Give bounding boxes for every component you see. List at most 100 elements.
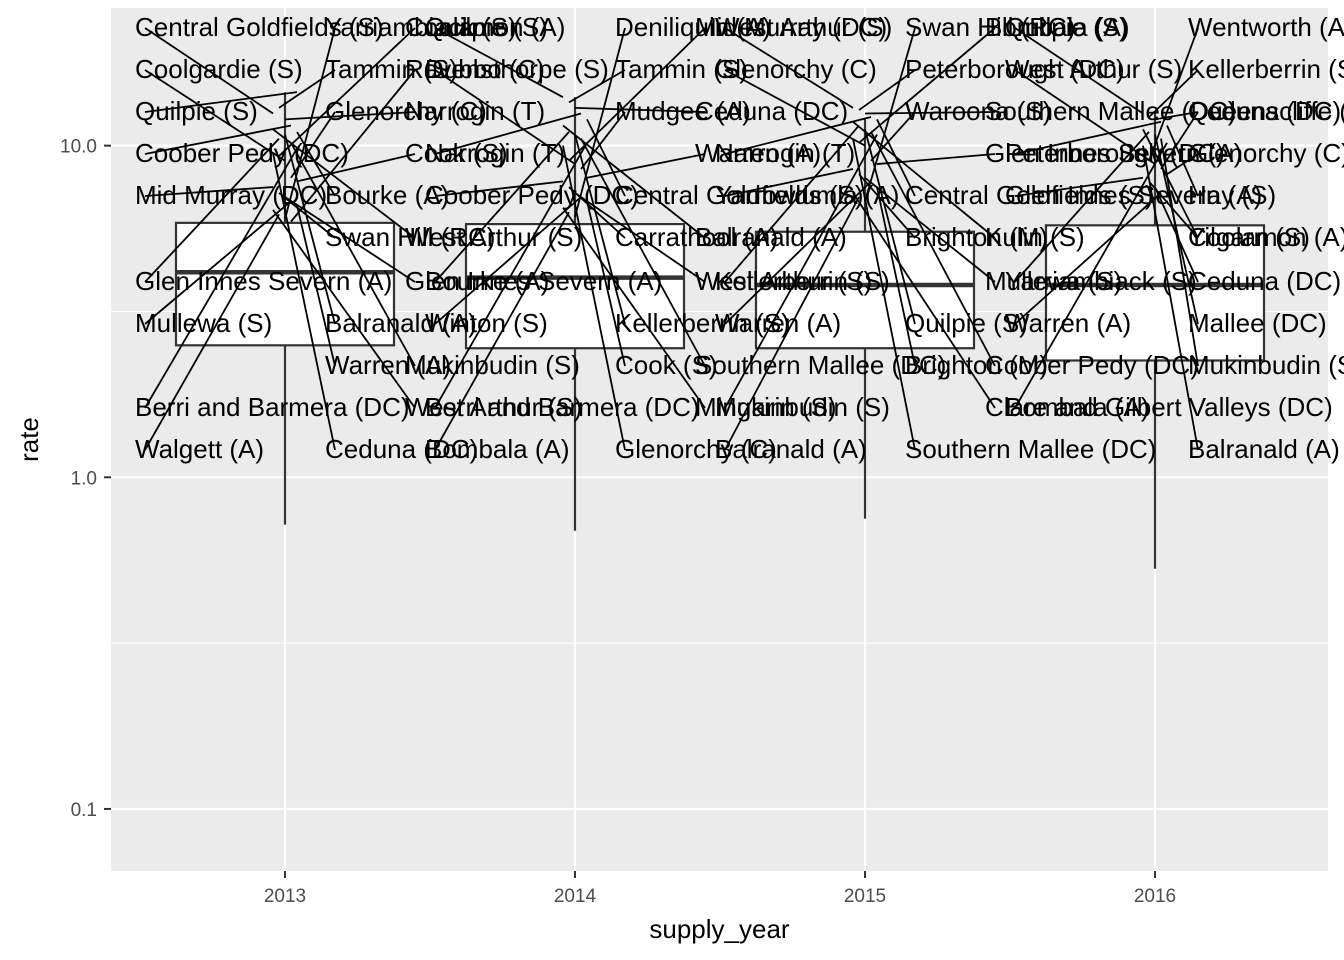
point-label: Glen Innes Severn (A) — [985, 138, 1242, 168]
y-tick-label: 10.0 — [60, 137, 97, 158]
label-segment — [434, 131, 570, 283]
y-axis: 0.1 1.0 10.0 — [60, 137, 111, 821]
point-label: Yilgarn (S) — [1188, 222, 1310, 252]
point-label: West Arthur (S) — [405, 222, 582, 252]
point-label: Warren (A) — [325, 350, 451, 380]
point-label: Narrogin (T) — [715, 138, 855, 168]
label-segment — [724, 116, 872, 155]
label-segment — [434, 196, 582, 325]
label-segment — [144, 27, 274, 115]
point-label: Ceduna (DC) — [325, 434, 478, 464]
label-segment — [1014, 27, 1144, 115]
label-segment — [864, 111, 996, 115]
point-label: Bombala (A) — [985, 12, 1130, 42]
y-tick-label: 0.1 — [71, 800, 97, 821]
label-segment — [278, 69, 336, 109]
label-segment — [1160, 111, 1199, 170]
label-segment — [272, 128, 416, 239]
point-label: Mullewa (S) — [135, 308, 272, 338]
point-label: Mid Murray (DC) — [695, 12, 887, 42]
label-segment — [296, 153, 416, 183]
x-axis: 2013 2014 2015 2016 — [264, 871, 1176, 907]
label-segment — [1014, 176, 1144, 197]
point-label: Coober Pedy (DC) — [985, 350, 1199, 380]
point-label: Bourke (A) — [325, 180, 449, 210]
point-label: Peterborough (DC) — [905, 54, 1125, 84]
label-segment — [870, 131, 996, 367]
label-segment — [1154, 111, 1199, 121]
point-label: Bombala (A) — [1005, 392, 1150, 422]
point-label: Winton (S) — [425, 308, 548, 338]
label-segment — [574, 192, 706, 283]
label-segment — [1160, 138, 1199, 367]
label-segment — [724, 124, 860, 283]
label-segment — [876, 186, 916, 367]
label-segment — [434, 69, 576, 165]
point-label: Narrogin (T) — [425, 138, 565, 168]
point-label: Central Goldfields (S) — [615, 180, 864, 210]
point-label: Warren (A) — [715, 308, 841, 338]
label-segment — [574, 27, 626, 218]
box-2015 — [754, 119, 976, 519]
label-segment — [586, 118, 626, 197]
y-tick-label: 1.0 — [71, 468, 97, 489]
label-segment — [724, 134, 878, 409]
label-segment — [574, 106, 706, 113]
label-segment — [724, 69, 866, 147]
point-label: Narrogin (T) — [405, 96, 545, 126]
point-label: Quilpie (S) — [905, 308, 1028, 338]
point-label: Balranald (A) — [695, 222, 847, 252]
label-segment — [580, 138, 706, 367]
plot-panel — [111, 8, 1328, 871]
point-label: Cook (S) — [405, 138, 508, 168]
label-segment — [1014, 142, 1168, 409]
label-segment — [580, 111, 626, 170]
label-segment — [1154, 186, 1199, 283]
label-segment — [1166, 125, 1199, 197]
point-label: West Arthur (S) — [1005, 54, 1182, 84]
point-label: Queenscliffe (B) — [1188, 96, 1344, 126]
label-segment — [272, 209, 416, 409]
point-label: West Arthur (S) — [405, 392, 582, 422]
point-label: Glenorchy (C) — [715, 54, 877, 84]
label-segment — [864, 129, 916, 325]
label-segment — [864, 177, 996, 283]
point-label: Cook (S) — [615, 350, 718, 380]
point-label: Southern Mallee (DC) — [695, 350, 946, 380]
point-label: Tammin (S) — [615, 54, 748, 84]
point-label: Coolamon (A) — [1188, 222, 1344, 252]
point-label: Coolgardie (S) — [135, 54, 303, 84]
label-segment — [278, 192, 336, 239]
label-segment — [284, 27, 336, 220]
point-label: Southern Mallee (DC) — [985, 96, 1236, 126]
label-segment — [724, 196, 860, 451]
x-tick-label: 2015 — [844, 886, 886, 907]
label-segment — [296, 205, 336, 367]
point-label: Glenorchy (C) — [325, 96, 487, 126]
label-segment — [562, 207, 706, 409]
label-segment — [434, 112, 582, 155]
label-segment — [144, 186, 274, 197]
box-2016 — [1044, 113, 1266, 569]
point-label: Glenorchy (C) — [615, 434, 777, 464]
label-segment — [1014, 120, 1162, 155]
point-label: Yarrowlumla (A) — [715, 180, 899, 210]
point-label: Coober Pedy (DC) — [425, 180, 639, 210]
point-label: Mid Murray (DC) — [135, 180, 327, 210]
label-segment — [1014, 69, 1156, 165]
box-body — [1044, 224, 1266, 362]
point-label: Berri and Barmera (DC) — [425, 392, 700, 422]
label-segment — [852, 192, 996, 409]
point-label: Mukinbudin (S) — [715, 392, 890, 422]
box-2013 — [174, 92, 396, 525]
label-segment — [434, 180, 564, 197]
label-segment — [144, 69, 286, 162]
label-segment — [290, 69, 416, 223]
point-label: West Arthur (S) — [715, 12, 892, 42]
label-segment — [864, 27, 916, 202]
point-label: Carrathool (A) — [615, 222, 778, 252]
point-label: Hay (S) — [1188, 180, 1276, 210]
label-segment — [144, 148, 298, 409]
point-label: Glen Innes Severn (A) — [1005, 180, 1262, 210]
label-segment — [858, 27, 996, 144]
